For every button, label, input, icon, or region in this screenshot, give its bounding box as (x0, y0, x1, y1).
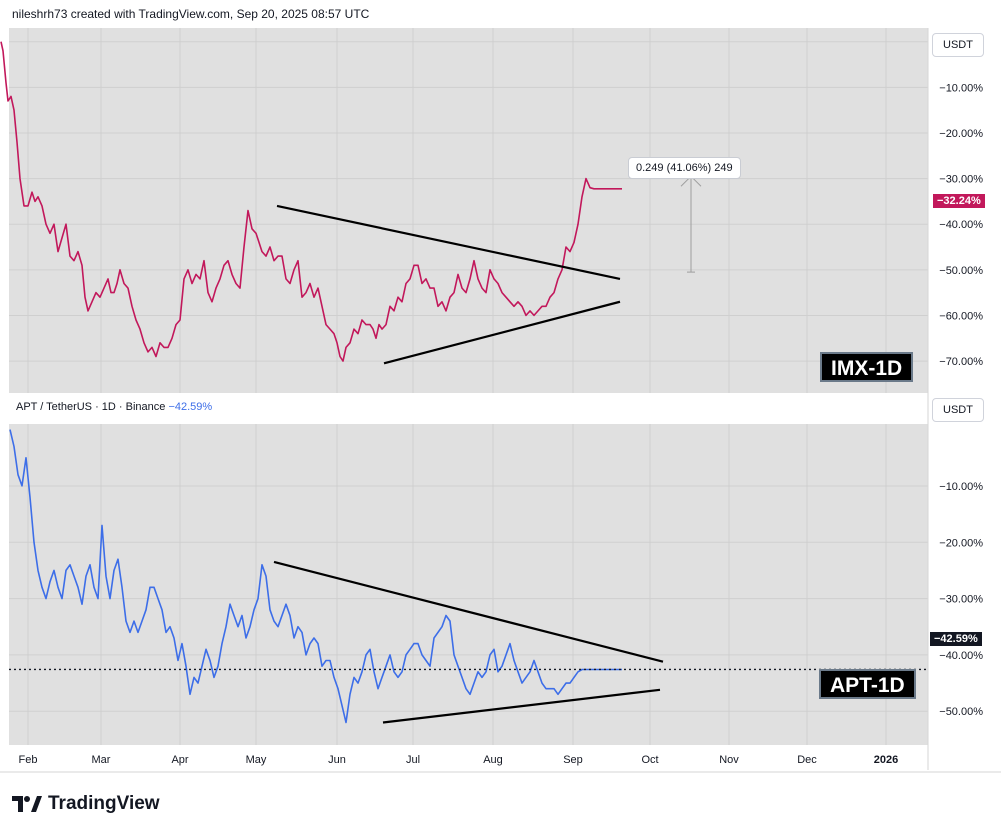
y-tick-label: −20.00% (939, 537, 983, 549)
apt-legend: APT / TetherUS · 1D · Binance −42.59% (16, 401, 212, 413)
x-tick-label: Apr (171, 754, 188, 766)
imx-lower-trendline (383, 300, 621, 365)
pane-divider (9, 393, 928, 424)
x-tick-label: Feb (19, 754, 38, 766)
y-tick-label: −20.00% (939, 128, 983, 140)
x-tick-label: 2026 (874, 754, 898, 766)
x-tick-label: Mar (92, 754, 111, 766)
apt-lower-trendline (382, 688, 661, 724)
y-tick-label: −50.00% (939, 706, 983, 718)
pane-background (9, 28, 928, 393)
apt-currency-badge[interactable]: USDT (932, 398, 984, 422)
y-tick-label: −30.00% (939, 174, 983, 186)
apt-legend-symbol: APT / TetherUS · 1D · Binance (16, 401, 166, 413)
y-tick-label: −10.00% (939, 481, 983, 493)
apt-upper-trendline (273, 560, 664, 663)
x-tick-label: Dec (797, 754, 817, 766)
y-tick-label: −40.00% (939, 650, 983, 662)
apt-price-line (9, 429, 622, 724)
measure-tool-label[interactable]: 0.249 (41.06%) 249 (628, 157, 741, 179)
x-tick-label: Jun (328, 754, 346, 766)
imx-symbol-label: IMX-1D (820, 352, 914, 382)
y-tick-label: −40.00% (939, 219, 983, 231)
y-tick-label: −10.00% (939, 82, 983, 94)
x-tick-label: May (246, 754, 267, 766)
apt-last-price-tag: −42.59% (930, 632, 982, 646)
imx-upper-trendline (276, 204, 621, 281)
x-tick-label: Oct (641, 754, 658, 766)
tradingview-brand-text: TradingView (48, 793, 160, 814)
pane-background (9, 424, 928, 745)
imx-price-line (0, 41, 622, 362)
tradingview-logo-icon (12, 796, 42, 812)
y-tick-label: −70.00% (939, 356, 983, 368)
apt-legend-change: −42.59% (168, 401, 213, 413)
y-tick-label: −60.00% (939, 310, 983, 322)
x-tick-label: Nov (719, 754, 739, 766)
x-tick-label: Aug (483, 754, 503, 766)
y-tick-label: −50.00% (939, 265, 983, 277)
x-tick-label: Jul (406, 754, 420, 766)
imx-last-price-tag: −32.24% (933, 194, 985, 208)
tradingview-logo[interactable]: TradingView (12, 793, 160, 815)
chart-attribution: nileshrh73 created with TradingView.com,… (12, 7, 370, 21)
imx-currency-badge[interactable]: USDT (932, 33, 984, 57)
y-tick-label: −30.00% (939, 594, 983, 606)
apt-symbol-label: APT-1D (819, 669, 916, 699)
x-tick-label: Sep (563, 754, 583, 766)
